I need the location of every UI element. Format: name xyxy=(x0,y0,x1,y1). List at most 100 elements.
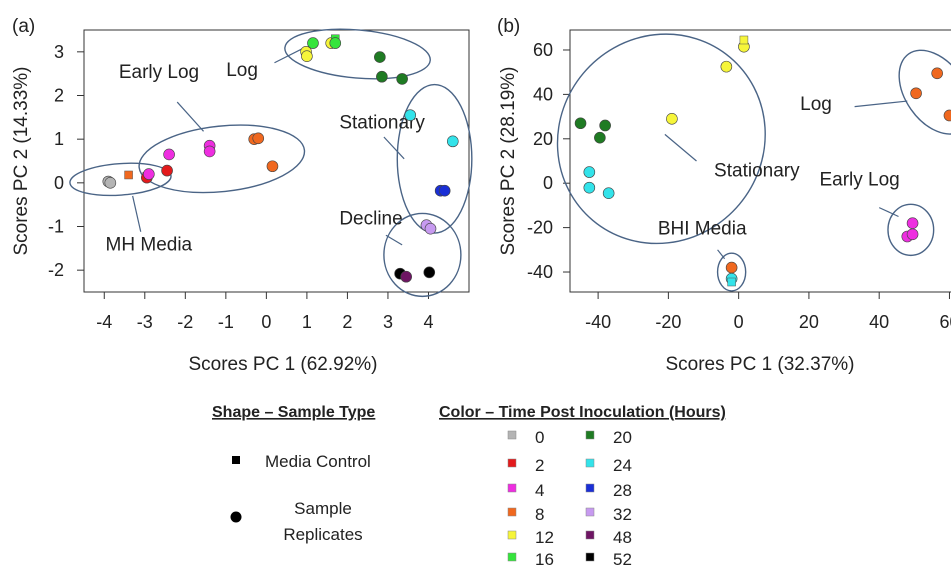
cluster-ellipse xyxy=(898,49,951,135)
legend-color-label: 8 xyxy=(535,505,544,524)
y-tick-label: 1 xyxy=(54,129,64,149)
cluster-leader-line xyxy=(664,133,697,162)
cluster-ellipse xyxy=(716,252,747,292)
legend-shape-title: Shape – Sample Type xyxy=(212,404,375,421)
panel-a-label: (a) xyxy=(12,16,35,37)
data-point-sample xyxy=(301,50,313,63)
legend-color-label: 28 xyxy=(613,481,632,500)
cluster-ellipse xyxy=(383,212,462,298)
cluster-ellipse xyxy=(396,83,473,234)
y-tick-label: 0 xyxy=(543,173,553,193)
legend-color-title: Color – Time Post Inoculation (Hours) xyxy=(439,404,726,421)
cluster-ellipse xyxy=(69,162,172,197)
x-tick-label: 0 xyxy=(261,312,271,332)
legend-color-label: 16 xyxy=(535,550,554,569)
data-point-sample xyxy=(104,177,117,189)
x-tick-label: 40 xyxy=(869,312,889,332)
cluster-label: Early Log xyxy=(819,169,899,190)
x-tick-label: 2 xyxy=(342,312,352,332)
legend-color-label: 52 xyxy=(613,550,632,569)
cluster-leader-line xyxy=(274,46,306,64)
legend-color-swatch xyxy=(585,458,595,468)
data-point-sample xyxy=(424,222,437,235)
data-point-sample xyxy=(906,228,919,241)
legend-color-label: 2 xyxy=(535,456,544,475)
data-point-sample xyxy=(599,119,611,132)
data-point-sample xyxy=(583,166,596,178)
y-tick-label: -40 xyxy=(527,262,553,282)
x-tick-label: -4 xyxy=(96,312,112,332)
cluster-leader-line xyxy=(878,207,899,218)
data-point-sample xyxy=(203,145,216,158)
data-point-sample xyxy=(329,37,342,49)
x-tick-label: 60 xyxy=(939,312,951,332)
panel-b-x-axis-label: Scores PC 1 (32.37%) xyxy=(665,354,854,375)
y-tick-label: -20 xyxy=(527,218,553,238)
data-point-media-control xyxy=(727,277,736,287)
cluster-leader-line xyxy=(385,234,403,246)
legend-shape-sample-replicates-line2: Replicates xyxy=(283,525,362,544)
legend-shape-square-marker xyxy=(232,456,240,464)
panel-b-plot-frame xyxy=(569,29,951,293)
data-point-sample xyxy=(163,148,175,161)
data-point-sample xyxy=(161,164,173,177)
data-point-sample xyxy=(266,160,279,173)
y-tick-label: 20 xyxy=(533,129,553,149)
data-point-sample xyxy=(404,109,417,121)
data-point-sample xyxy=(400,270,412,283)
y-tick-label: 2 xyxy=(54,86,64,106)
y-tick-label: -2 xyxy=(48,260,64,280)
data-point-sample xyxy=(910,87,922,100)
data-point-sample xyxy=(583,181,596,194)
x-tick-label: -1 xyxy=(218,312,234,332)
x-tick-label: -40 xyxy=(585,312,611,332)
cluster-leader-line xyxy=(854,100,908,108)
cluster-leader-line xyxy=(176,101,204,132)
panel-a-x-axis-label: Scores PC 1 (62.92%) xyxy=(188,354,377,375)
legend-color-swatch xyxy=(585,507,595,517)
legend-color-swatch xyxy=(507,530,517,540)
cluster-label: Early Log xyxy=(119,62,199,83)
data-point-sample xyxy=(446,135,459,148)
legend-color-label: 24 xyxy=(613,456,632,475)
legend-color-label: 32 xyxy=(613,505,632,524)
data-point-sample xyxy=(943,109,951,122)
y-tick-label: -1 xyxy=(48,217,64,237)
panel-a: (a) Scores PC 1 (62.92%) Scores PC 2 (14… xyxy=(11,16,473,375)
legend-shape-sample-replicates-line1: Sample xyxy=(294,499,352,518)
x-tick-label: 4 xyxy=(423,312,433,332)
cluster-label: BHI Media xyxy=(658,218,747,239)
y-tick-label: 60 xyxy=(533,40,553,60)
data-point-sample xyxy=(438,184,451,197)
legend-color-swatch xyxy=(507,483,517,493)
x-tick-label: 20 xyxy=(799,312,819,332)
data-point-sample xyxy=(376,70,388,83)
legend-color-swatch xyxy=(507,507,517,517)
panel-b-y-axis-label: Scores PC 2 (28.19%) xyxy=(498,66,519,255)
data-point-sample xyxy=(931,67,943,80)
x-tick-label: -3 xyxy=(137,312,153,332)
cluster-ellipse xyxy=(138,124,306,194)
cluster-label: Stationary xyxy=(714,161,800,182)
legend-color-label: 0 xyxy=(535,428,544,447)
legend-color-swatch xyxy=(585,483,595,493)
data-point-sample xyxy=(307,37,319,49)
cluster-label: Stationary xyxy=(339,112,425,133)
panel-a-plot-frame xyxy=(83,29,470,293)
data-point-sample xyxy=(906,217,919,229)
cluster-ellipse xyxy=(284,28,431,80)
legend-color-label: 48 xyxy=(613,528,632,547)
x-tick-label: -2 xyxy=(177,312,193,332)
panel-b: (b) Scores PC 1 (32.37%) Scores PC 2 (28… xyxy=(497,16,951,375)
data-point-sample xyxy=(143,168,155,180)
panel-b-label: (b) xyxy=(497,16,520,37)
legend-color-label: 20 xyxy=(613,428,632,447)
legend-shape-circle-marker xyxy=(230,511,242,523)
data-point-media-control xyxy=(739,35,749,45)
x-tick-label: 0 xyxy=(734,312,744,332)
legend-color-swatch xyxy=(585,552,595,562)
data-point-sample xyxy=(396,73,408,85)
cluster-leader-line xyxy=(717,249,726,260)
panel-a-y-axis-label: Scores PC 2 (14.33%) xyxy=(11,66,32,255)
